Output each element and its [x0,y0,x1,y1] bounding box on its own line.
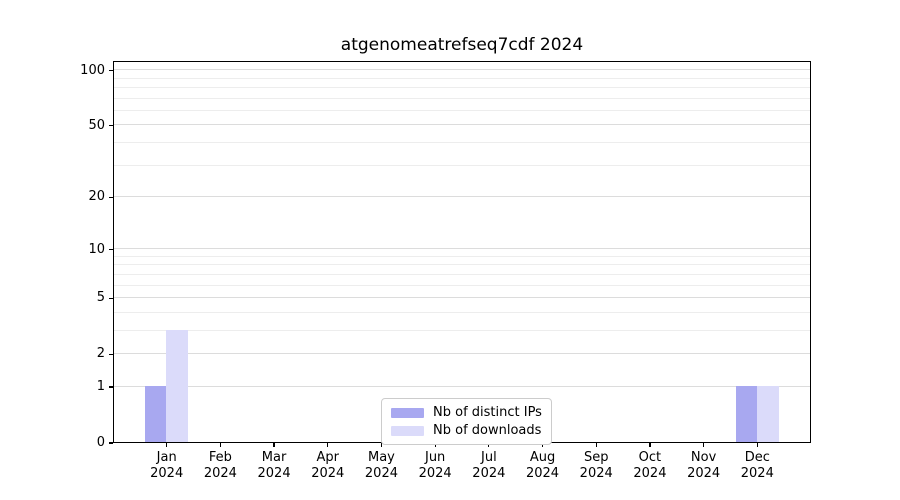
y-tick-label: 1 [96,379,105,395]
minor-gridline [114,284,810,286]
minor-gridline [114,77,810,79]
major-gridline [114,195,810,197]
major-gridline [114,69,810,71]
bar-distinct-ips [735,386,757,442]
x-tick-mark [488,443,490,447]
downloads-legend-swatch [391,425,424,436]
major-gridline [114,248,810,250]
y-tick-mark [109,297,113,300]
minor-gridline [114,87,810,89]
legend-label: Nb of downloads [433,423,542,438]
x-tick-label: Apr 2024 [311,450,345,481]
x-tick-mark [703,443,705,447]
x-tick-label: May 2024 [364,450,398,481]
y-tick-mark [109,386,113,388]
minor-gridline [114,311,810,313]
minor-gridline [114,264,810,266]
x-tick-label: Jun 2024 [418,450,452,481]
y-tick-label: 5 [96,290,105,306]
major-gridline [114,297,810,298]
y-tick-mark [109,70,113,72]
x-tick-label: Nov 2024 [687,450,721,481]
y-tick-label: 2 [96,346,105,362]
x-tick-label: Oct 2024 [633,450,667,481]
y-tick-label: 10 [88,241,105,257]
x-tick-label: Mar 2024 [257,450,291,481]
minor-gridline [114,141,810,143]
major-gridline [114,124,810,126]
minor-gridline [114,97,810,99]
y-tick-mark [109,248,113,251]
x-tick-mark [541,443,544,447]
y-tick-mark [109,125,113,127]
plot-area [113,61,811,443]
chart-title: atgenomeatrefseq7cdf 2024 [340,35,584,55]
distinct-ips-legend-swatch [391,407,424,418]
x-tick-mark [380,443,383,447]
bar-downloads [166,330,188,442]
y-tick-mark [109,353,113,355]
y-tick-mark [109,196,113,199]
minor-gridline [114,273,810,275]
x-tick-mark [434,443,436,447]
x-tick-label: Sep 2024 [579,450,613,481]
x-tick-label: Feb 2024 [203,450,237,481]
y-tick-label: 20 [88,189,105,205]
legend-label: Nb of distinct IPs [433,405,542,420]
x-tick-mark [649,443,651,447]
x-tick-label: Jul 2024 [472,450,506,481]
y-tick-mark [109,442,113,444]
y-tick-label: 100 [80,62,105,78]
x-tick-label: Aug 2024 [525,450,560,481]
x-tick-mark [273,443,275,447]
legend: Nb of distinct IPs Nb of downloads [381,398,552,445]
minor-gridline [114,255,810,257]
legend-item: Nb of distinct IPs [391,405,542,420]
major-gridline [114,352,810,354]
x-tick-label: Jan 2024 [150,450,184,481]
major-gridline [114,385,810,387]
x-tick-mark [595,443,597,447]
minor-gridline [114,164,810,166]
y-tick-label: 0 [96,435,105,450]
x-tick-label: Dec 2024 [740,450,774,481]
y-tick-label: 50 [88,117,105,133]
x-tick-mark [327,443,329,447]
x-tick-mark [756,443,758,447]
legend-item: Nb of downloads [391,423,542,438]
bar-distinct-ips [144,386,167,442]
minor-gridline [114,329,810,331]
x-tick-mark [166,443,168,447]
minor-gridline [114,109,810,111]
x-tick-mark [219,443,221,447]
bar-downloads [757,386,779,442]
